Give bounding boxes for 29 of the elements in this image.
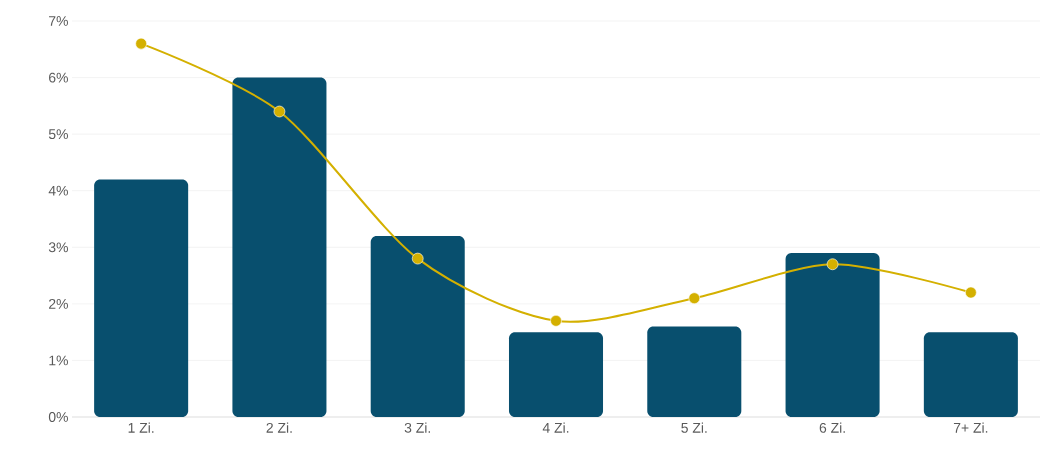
x-tick-label: 5 Zi. — [681, 422, 707, 433]
y-tick-label: 2% — [49, 298, 68, 309]
x-tick-label: 3 Zi. — [404, 422, 430, 433]
y-tick-label: 3% — [48, 242, 68, 253]
point — [965, 286, 977, 299]
bar — [923, 332, 1018, 417]
x-tick-label: 2 Zi. — [266, 422, 292, 433]
x-tick-label: 4 Zi. — [542, 422, 569, 433]
bar — [232, 77, 327, 417]
bar — [647, 326, 742, 417]
x-tick-label: 6 Zi. — [819, 422, 845, 433]
bar — [370, 235, 465, 417]
point — [135, 37, 147, 50]
point — [826, 258, 839, 271]
bar — [94, 179, 189, 417]
y-tick-label: 0% — [48, 412, 68, 422]
x-tick-label: 1 Zi. — [128, 422, 154, 433]
y-tick-label: 5% — [48, 129, 68, 140]
point — [273, 105, 286, 118]
y-tick-label: 7% — [49, 16, 68, 26]
y-tick-label: 6% — [49, 72, 68, 83]
point — [550, 315, 562, 327]
point — [411, 252, 424, 265]
point — [688, 292, 701, 304]
bar — [785, 252, 880, 417]
y-tick-label: 1% — [49, 355, 68, 366]
y-tick-label: 4% — [48, 185, 68, 196]
x-tick-label: 7+ Zi. — [953, 422, 988, 433]
bar — [508, 332, 604, 417]
